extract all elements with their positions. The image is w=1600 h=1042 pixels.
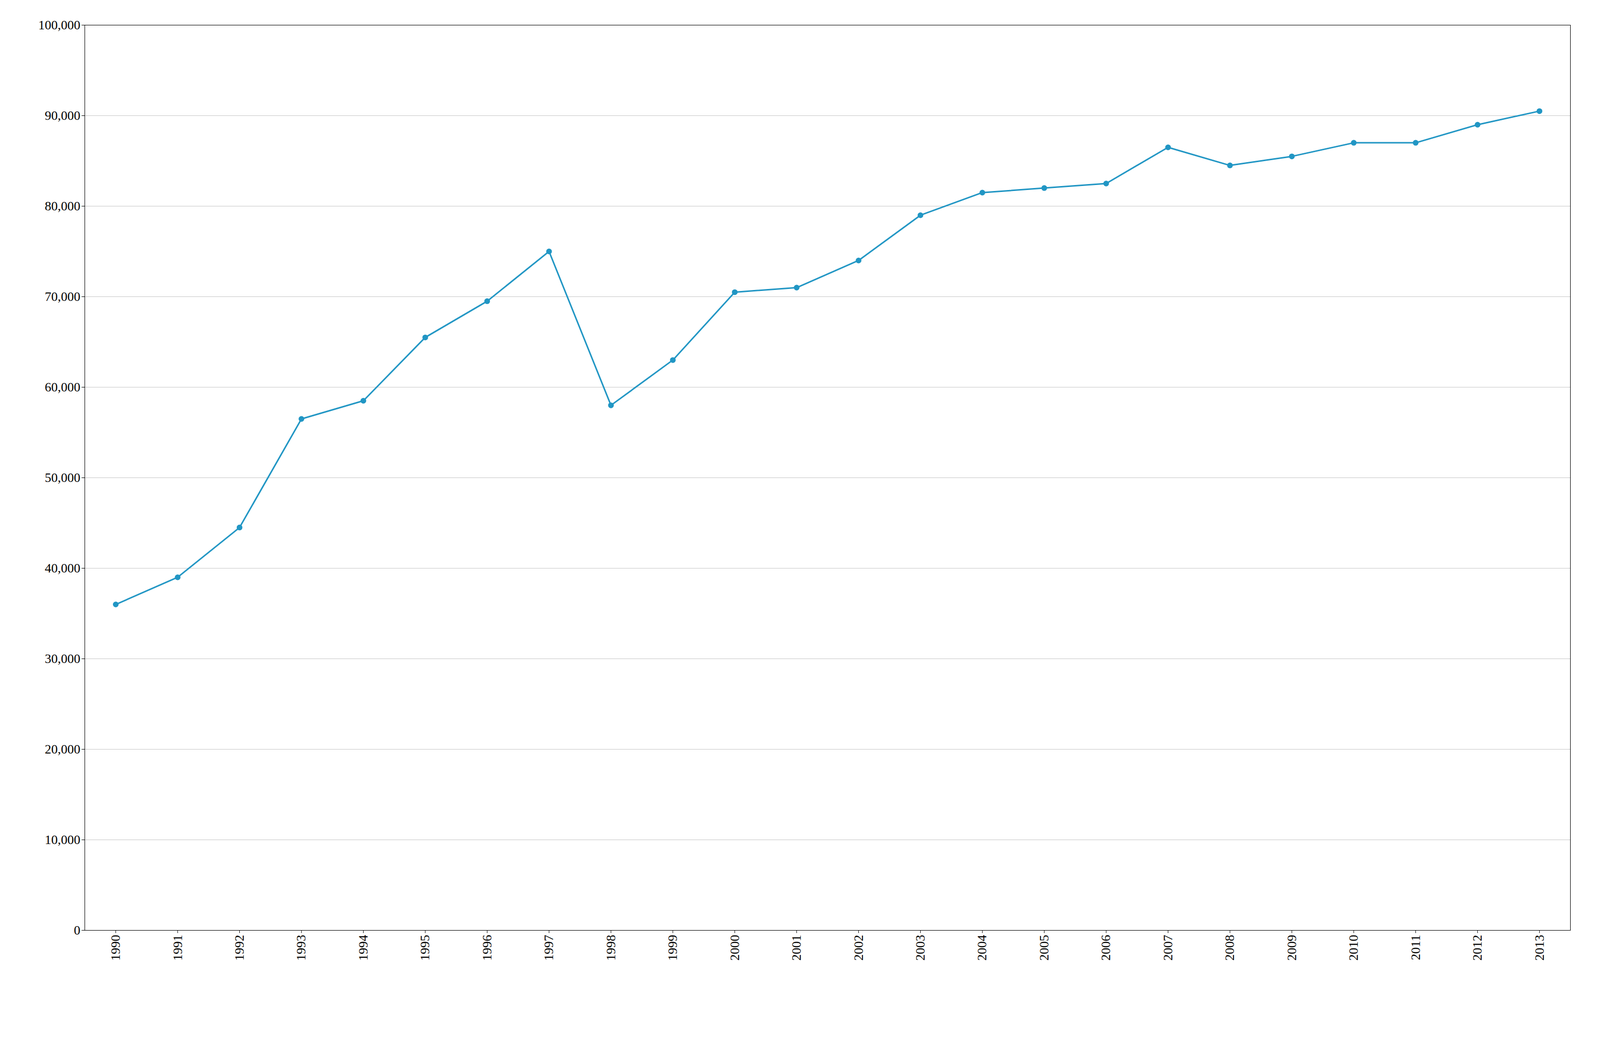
- svg-text:2010: 2010: [1346, 935, 1361, 961]
- svg-text:2003: 2003: [913, 935, 928, 961]
- svg-text:2006: 2006: [1098, 935, 1114, 961]
- svg-text:30,000: 30,000: [44, 651, 81, 666]
- svg-text:2013: 2013: [1532, 935, 1547, 961]
- svg-text:2000: 2000: [727, 935, 743, 961]
- svg-text:1993: 1993: [293, 935, 309, 961]
- svg-text:2002: 2002: [851, 935, 866, 961]
- svg-text:2011: 2011: [1408, 935, 1423, 961]
- svg-text:2007: 2007: [1160, 935, 1176, 961]
- svg-text:1996: 1996: [479, 935, 495, 961]
- svg-text:1995: 1995: [417, 935, 433, 961]
- svg-text:1992: 1992: [232, 935, 247, 961]
- svg-text:2009: 2009: [1284, 935, 1300, 961]
- svg-text:90,000: 90,000: [44, 108, 81, 123]
- svg-text:1998: 1998: [603, 935, 619, 961]
- svg-text:40,000: 40,000: [44, 561, 81, 576]
- svg-text:2001: 2001: [789, 935, 804, 961]
- svg-text:70,000: 70,000: [44, 289, 81, 304]
- svg-text:20,000: 20,000: [44, 742, 81, 757]
- svg-text:1991: 1991: [170, 935, 186, 961]
- svg-text:1994: 1994: [356, 935, 371, 961]
- svg-text:80,000: 80,000: [44, 198, 81, 214]
- svg-text:2008: 2008: [1222, 935, 1237, 961]
- svg-text:2005: 2005: [1036, 935, 1052, 961]
- svg-text:1990: 1990: [108, 935, 123, 961]
- svg-text:2004: 2004: [974, 935, 990, 961]
- svg-text:60,000: 60,000: [44, 379, 81, 395]
- svg-text:50,000: 50,000: [44, 470, 81, 485]
- svg-text:1999: 1999: [665, 935, 680, 961]
- svg-text:0: 0: [74, 923, 81, 938]
- svg-text:10,000: 10,000: [44, 832, 81, 848]
- svg-text:1997: 1997: [541, 935, 557, 961]
- svg-text:2012: 2012: [1470, 935, 1485, 961]
- svg-text:100,000: 100,000: [38, 17, 81, 33]
